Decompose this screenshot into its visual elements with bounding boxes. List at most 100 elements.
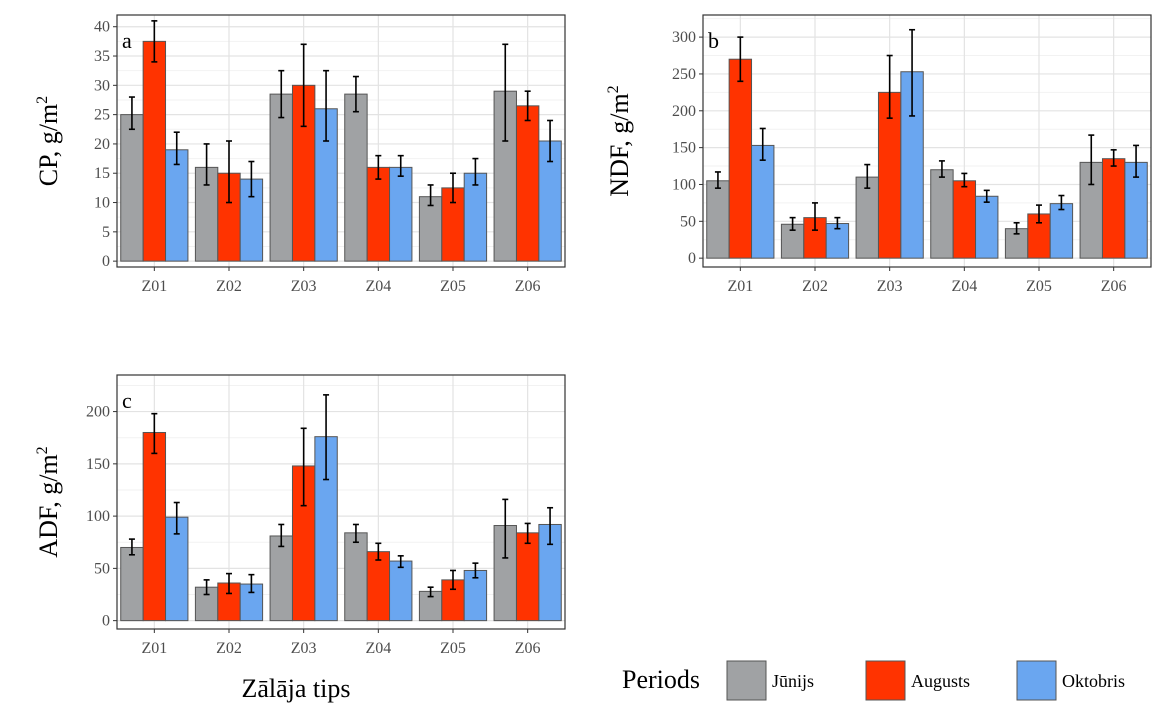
- error-bar: [502, 43, 509, 142]
- bar-Oktobris-Z01: [165, 149, 189, 262]
- x-tick-label: Z06: [515, 278, 541, 295]
- y-tick-label: 5: [102, 224, 110, 241]
- legend-key-Jūnijs: [726, 660, 767, 701]
- bar-Augusts-Z06: [1101, 158, 1126, 259]
- x-tick-label: Z02: [216, 640, 242, 657]
- panel-b: 0 50 100 150 200 250 300 Z01 Z02 Z03 Z04 Z05 Z06 b NDF…: [605, 14, 1152, 295]
- error-bar: [450, 172, 456, 204]
- legend-item-Oktobris: Oktobris: [1016, 660, 1125, 701]
- error-bar: [1088, 134, 1095, 186]
- y-tick-label: 20: [94, 136, 110, 153]
- bar-Jūnijs-Z01: [120, 546, 144, 622]
- x-tick-label: Z04: [365, 278, 391, 295]
- error-bar: [1133, 144, 1140, 178]
- bar-Augusts-Z06: [515, 532, 540, 622]
- y-tick-label: 200: [672, 103, 696, 120]
- error-bar: [427, 586, 434, 598]
- error-bar: [323, 394, 330, 481]
- bar-Augusts-Z04: [366, 551, 391, 622]
- y-tick-label: 40: [94, 19, 110, 36]
- error-bar: [789, 216, 796, 231]
- error-bar: [472, 562, 479, 579]
- y-tick-label: 150: [672, 140, 696, 157]
- error-bar: [547, 119, 554, 163]
- y-axis-title-superscript: 2: [34, 446, 51, 454]
- error-bar: [128, 538, 135, 556]
- error-bar: [961, 172, 968, 188]
- bar-Jūnijs-Z04: [344, 93, 368, 262]
- bar-Oktobris-Z04: [975, 195, 999, 259]
- y-tick-label: 250: [672, 66, 696, 83]
- error-bar: [203, 143, 210, 186]
- panel-border: [116, 14, 566, 268]
- error-bar: [737, 36, 744, 83]
- x-tick-label: Z04: [951, 278, 977, 295]
- error-bar: [248, 160, 255, 198]
- legend-label-Augusts: Augusts: [911, 671, 970, 691]
- panel-letter: b: [708, 28, 719, 53]
- bar-Augusts-Z01: [142, 431, 167, 622]
- x-tick-label: Z03: [877, 278, 903, 295]
- bar-Jūnijs-Z03: [269, 535, 293, 622]
- legend-label-Jūnijs: Jūnijs: [772, 671, 814, 691]
- error-bar: [938, 160, 945, 178]
- error-bar: [375, 154, 382, 180]
- y-tick-label: 35: [94, 48, 110, 65]
- y-tick-label: 50: [94, 560, 110, 577]
- error-bar: [450, 569, 456, 591]
- y-tick-label: 15: [94, 165, 110, 182]
- error-bar: [226, 140, 232, 204]
- bar-Jūnijs-Z03: [269, 93, 293, 262]
- y-tick-label: 200: [86, 404, 110, 421]
- panel-background: [117, 375, 565, 629]
- x-tick-label: Z05: [1026, 278, 1052, 295]
- x-tick-label: Z02: [802, 278, 828, 295]
- y-tick-label: 50: [680, 213, 696, 230]
- x-tick-label: Z06: [515, 640, 541, 657]
- bar-Augusts-Z01: [728, 58, 753, 259]
- panel-border: [702, 14, 1152, 268]
- y-axis-title-superscript: 2: [605, 85, 622, 93]
- x-tick-label: Z01: [727, 278, 753, 295]
- bar-Oktobris-Z04: [389, 166, 413, 262]
- legend-key-Oktobris: [1016, 660, 1057, 701]
- x-tick-label: Z01: [141, 278, 167, 295]
- x-tick-label: Z03: [291, 640, 317, 657]
- error-bar: [1110, 149, 1117, 167]
- panel-background: [117, 15, 565, 267]
- y-axis-title: CP, g/m2: [34, 96, 63, 186]
- y-tick-label: 0: [102, 613, 110, 630]
- legend-key-Augusts: [865, 660, 906, 701]
- bar-Jūnijs-Z04: [930, 169, 954, 259]
- error-bar: [834, 216, 841, 230]
- error-bar: [151, 412, 158, 455]
- y-tick-label: 25: [94, 107, 110, 124]
- panel-background: [703, 15, 1151, 267]
- error-bar: [375, 542, 382, 561]
- bar-Augusts-Z04: [952, 180, 977, 259]
- legend-item-Jūnijs: Jūnijs: [726, 660, 814, 701]
- legend-label-Oktobris: Oktobris: [1062, 671, 1125, 691]
- error-bar: [714, 171, 721, 189]
- y-axis-title: NDF, g/m2: [605, 85, 634, 196]
- legend-title: Periods: [622, 665, 700, 694]
- bar-Jūnijs-Z04: [344, 532, 368, 622]
- panel-letter: c: [122, 388, 132, 413]
- bar-Jūnijs-Z03: [855, 176, 879, 259]
- x-tick-label: Z05: [440, 640, 466, 657]
- y-axis-title-superscript: 2: [34, 96, 51, 104]
- y-tick-label: 30: [94, 77, 110, 94]
- panel-c: 0 50 100 150 200 Z01 Z02 Z03 Z04 Z05 Z06 c ADF, g/m2: [34, 374, 566, 657]
- error-bar: [397, 154, 404, 177]
- legend-item-Augusts: Augusts: [865, 660, 970, 701]
- error-bar: [173, 501, 180, 535]
- error-bar: [1013, 221, 1020, 235]
- bar-Oktobris-Z05: [1049, 203, 1074, 259]
- bar-Augusts-Z06: [515, 105, 540, 262]
- x-tick-label: Z03: [291, 278, 317, 295]
- error-bar: [524, 90, 531, 122]
- error-bar: [352, 75, 359, 113]
- panel-border: [116, 374, 566, 630]
